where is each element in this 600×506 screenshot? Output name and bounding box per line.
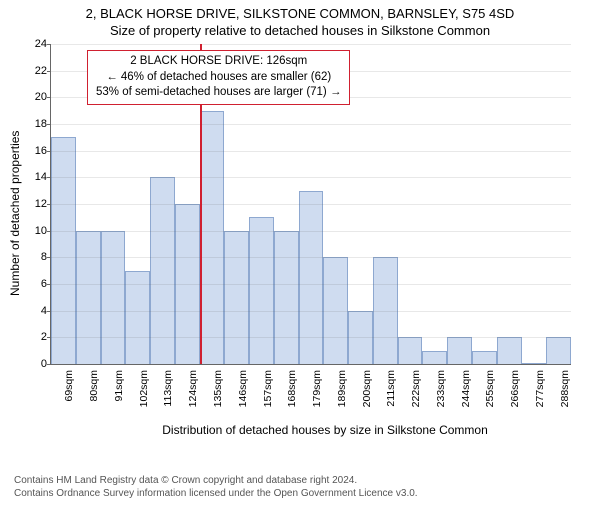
histogram-bar [472, 351, 497, 364]
y-tick-label: 12 [23, 198, 47, 210]
histogram-bar [497, 337, 522, 364]
grid-line [51, 177, 571, 178]
histogram-bar [101, 231, 126, 364]
footer-line-1: Contains HM Land Registry data © Crown c… [14, 475, 418, 488]
grid-line [51, 44, 571, 45]
y-tick-label: 24 [23, 38, 47, 50]
callout-line: 53% of semi-detached houses are larger (… [96, 85, 341, 101]
y-tick-mark [47, 44, 51, 45]
y-tick-label: 6 [23, 278, 47, 290]
y-tick-mark [47, 124, 51, 125]
y-tick-mark [47, 284, 51, 285]
grid-line [51, 257, 571, 258]
grid-line [51, 231, 571, 232]
footer-line-2: Contains Ordnance Survey information lic… [14, 488, 418, 501]
histogram-bar [398, 337, 423, 364]
grid-line [51, 311, 571, 312]
y-tick-label: 4 [23, 305, 47, 317]
histogram-bar [76, 231, 101, 364]
histogram-bar [447, 337, 472, 364]
footer-attribution: Contains HM Land Registry data © Crown c… [14, 475, 418, 500]
histogram-bar [274, 231, 299, 364]
title-line-1: 2, BLACK HORSE DRIVE, SILKSTONE COMMON, … [0, 6, 600, 21]
x-axis-title: Distribution of detached houses by size … [50, 423, 600, 437]
histogram-bar [522, 363, 547, 364]
histogram-bar [546, 337, 571, 364]
y-tick-label: 8 [23, 251, 47, 263]
grid-line [51, 124, 571, 125]
y-tick-label: 16 [23, 145, 47, 157]
histogram-bar [422, 351, 447, 364]
histogram-bar [51, 137, 76, 364]
chart-area: 69sqm80sqm91sqm102sqm113sqm124sqm135sqm1… [50, 44, 600, 437]
y-tick-label: 0 [23, 358, 47, 370]
y-axis-label: Number of detached properties [8, 131, 22, 296]
y-tick-mark [47, 311, 51, 312]
y-tick-label: 14 [23, 171, 47, 183]
y-tick-mark [47, 337, 51, 338]
y-tick-mark [47, 231, 51, 232]
y-tick-mark [47, 177, 51, 178]
y-tick-mark [47, 257, 51, 258]
y-tick-mark [47, 151, 51, 152]
callout-line: 2 BLACK HORSE DRIVE: 126sqm [96, 54, 341, 70]
y-tick-label: 22 [23, 65, 47, 77]
grid-line [51, 204, 571, 205]
y-tick-label: 20 [23, 91, 47, 103]
y-tick-mark [47, 204, 51, 205]
grid-line [51, 284, 571, 285]
y-tick-label: 2 [23, 331, 47, 343]
y-tick-mark [47, 364, 51, 365]
callout-line: ← 46% of detached houses are smaller (62… [96, 70, 341, 86]
histogram-bar [200, 111, 225, 364]
histogram-bar [150, 177, 175, 364]
y-tick-mark [47, 71, 51, 72]
callout-box: 2 BLACK HORSE DRIVE: 126sqm← 46% of deta… [87, 50, 350, 105]
plot-area: 69sqm80sqm91sqm102sqm113sqm124sqm135sqm1… [50, 44, 571, 365]
grid-line [51, 151, 571, 152]
grid-line [51, 337, 571, 338]
title-line-2: Size of property relative to detached ho… [0, 23, 600, 38]
y-tick-label: 10 [23, 225, 47, 237]
histogram-bar [249, 217, 274, 364]
y-tick-label: 18 [23, 118, 47, 130]
histogram-bar [224, 231, 249, 364]
y-tick-mark [47, 97, 51, 98]
